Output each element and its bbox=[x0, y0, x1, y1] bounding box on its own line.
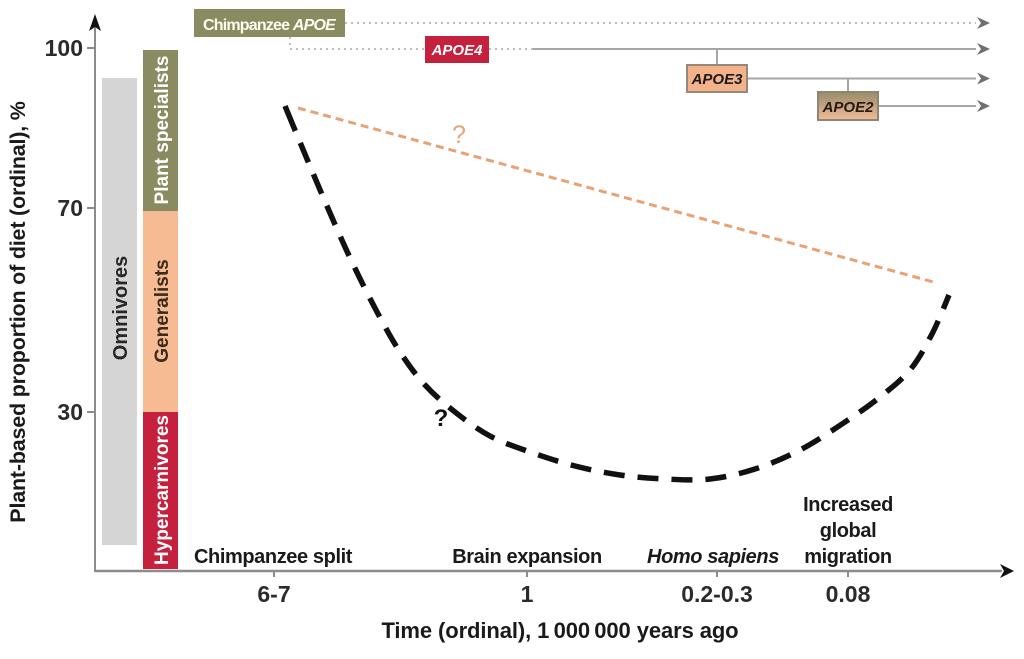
svg-text:100: 100 bbox=[45, 35, 83, 61]
svg-text:APOE2: APOE2 bbox=[822, 99, 875, 116]
svg-text:Time (ordinal), 1 000 000 year: Time (ordinal), 1 000 000 years ago bbox=[381, 618, 738, 643]
svg-text:Chimpanzee APOE: Chimpanzee APOE bbox=[203, 17, 337, 34]
svg-text:0.2-0.3: 0.2-0.3 bbox=[681, 581, 753, 607]
svg-text:Chimpanzee split: Chimpanzee split bbox=[194, 546, 353, 568]
svg-text:Plant specialists: Plant specialists bbox=[152, 56, 173, 205]
svg-text:Generalists: Generalists bbox=[152, 259, 173, 363]
svg-text:?: ? bbox=[452, 121, 466, 149]
svg-text:Homo sapiens: Homo sapiens bbox=[647, 546, 779, 568]
svg-text:migration: migration bbox=[804, 546, 892, 568]
svg-text:30: 30 bbox=[57, 399, 83, 425]
svg-text:APOE4: APOE4 bbox=[431, 42, 484, 59]
svg-text:Omnivores: Omnivores bbox=[110, 256, 132, 360]
svg-text:Hypercarnivores: Hypercarnivores bbox=[152, 415, 173, 565]
svg-text:1: 1 bbox=[521, 581, 534, 607]
svg-text:0.08: 0.08 bbox=[826, 581, 871, 607]
svg-text:Brain expansion: Brain expansion bbox=[452, 546, 602, 568]
svg-text:Plant-based proportion of diet: Plant-based proportion of diet (ordinal)… bbox=[6, 101, 30, 522]
svg-text:global: global bbox=[820, 520, 877, 542]
svg-text:70: 70 bbox=[57, 195, 83, 221]
svg-text:Increased: Increased bbox=[803, 494, 893, 516]
svg-text:?: ? bbox=[434, 405, 449, 432]
svg-text:APOE3: APOE3 bbox=[691, 71, 744, 88]
svg-text:6-7: 6-7 bbox=[257, 581, 290, 607]
